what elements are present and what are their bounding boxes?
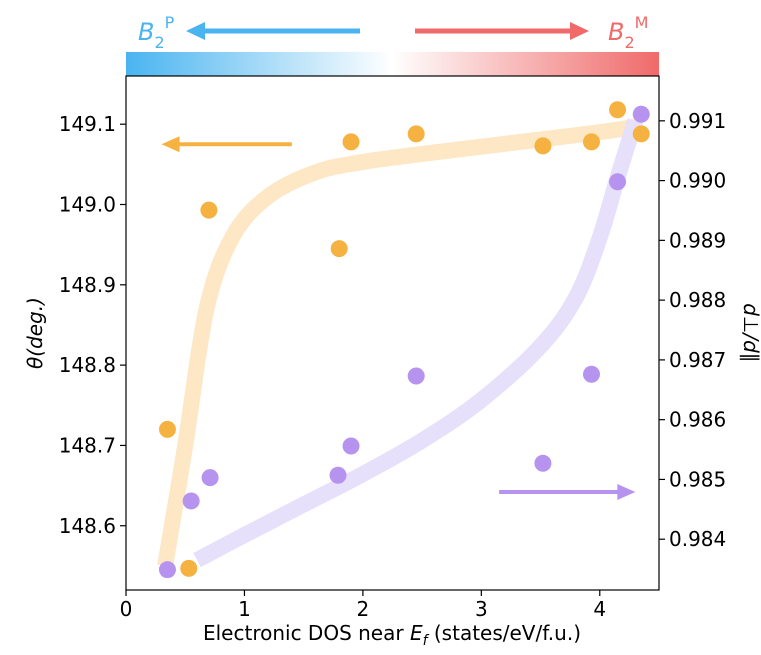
point-right-1 xyxy=(182,492,200,510)
right-axis-arrow xyxy=(499,483,636,500)
y2-tick-label: 0.988 xyxy=(669,288,726,312)
point-right-6 xyxy=(534,454,552,472)
data-points xyxy=(158,101,650,579)
y2-tick-label: 0.991 xyxy=(669,109,726,133)
y-tick-label: 148.9 xyxy=(59,273,116,297)
point-right-8 xyxy=(609,173,627,191)
point-right-2 xyxy=(201,469,219,487)
point-left-7 xyxy=(582,133,600,151)
y-tick-label: 148.8 xyxy=(59,353,116,377)
y-axis-right: 0.984 0.985 0.986 0.987 0.988 0.989 0.990 0.991 xyxy=(659,109,726,551)
y-tick-label: 149.0 xyxy=(59,193,116,217)
y-axis-title: θ(deg.) xyxy=(23,297,47,369)
point-left-4 xyxy=(342,133,360,151)
x-tick-label: 2 xyxy=(357,597,370,621)
y2-tick-label: 0.986 xyxy=(669,408,726,432)
x-tick-label: 3 xyxy=(475,597,488,621)
phase-label-right: B2M xyxy=(608,13,648,52)
x-tick-label: 1 xyxy=(238,597,251,621)
direction-arrows xyxy=(161,136,636,500)
trend-line-right xyxy=(193,118,643,568)
phase-label-right-base: B xyxy=(608,18,624,46)
point-right-0 xyxy=(158,561,176,579)
point-right-9 xyxy=(632,105,650,123)
point-left-2 xyxy=(200,201,218,219)
point-right-7 xyxy=(582,365,600,383)
y-axis-left: 148.6 148.7 148.8 148.9 149.0 149.1 xyxy=(59,112,126,538)
y2-tick-label: 0.989 xyxy=(669,228,726,252)
point-left-3 xyxy=(330,240,348,258)
y-tick-label: 148.7 xyxy=(59,433,116,457)
y2-tick-label: 0.987 xyxy=(669,348,726,372)
point-left-8 xyxy=(609,101,627,119)
phase-label-right-sub: 2 xyxy=(624,33,634,52)
point-right-3 xyxy=(329,466,347,484)
y-tick-label: 148.6 xyxy=(59,514,116,538)
phase-gradient-bar xyxy=(126,52,659,76)
y2-axis-title: d⊥/d∥ xyxy=(739,303,761,363)
x-tick-label: 4 xyxy=(593,597,606,621)
left-axis-arrow xyxy=(161,136,292,153)
x-axis-title: Electronic DOS near Ef (states/eV/f.u.) xyxy=(203,621,581,649)
point-left-1 xyxy=(180,559,198,577)
point-left-9 xyxy=(632,125,650,143)
phase-label-right-sup: M xyxy=(635,13,649,32)
point-left-0 xyxy=(158,420,176,438)
point-left-5 xyxy=(407,125,425,143)
point-right-4 xyxy=(342,437,360,455)
trend-line-left xyxy=(157,117,643,568)
phase-arrow-left xyxy=(186,22,360,40)
y-tick-label: 149.1 xyxy=(59,112,116,136)
point-left-6 xyxy=(534,137,552,155)
phase-label-left-base: B xyxy=(138,18,154,46)
phase-bar: B2P B2M xyxy=(126,13,659,76)
x-tick-label: 0 xyxy=(120,597,133,621)
trend-lines xyxy=(157,117,643,568)
y2-tick-label: 0.985 xyxy=(669,467,726,491)
point-right-5 xyxy=(407,367,425,385)
phase-label-left-sup: P xyxy=(165,13,175,32)
plot-frame xyxy=(125,75,660,591)
phase-label-left: B2P xyxy=(138,13,175,52)
y2-tick-label: 0.984 xyxy=(669,527,726,551)
phase-label-left-sub: 2 xyxy=(154,33,164,52)
x-axis: 0 1 2 3 4 xyxy=(120,590,606,621)
y2-tick-label: 0.990 xyxy=(669,169,726,193)
phase-arrow-right xyxy=(415,22,589,40)
